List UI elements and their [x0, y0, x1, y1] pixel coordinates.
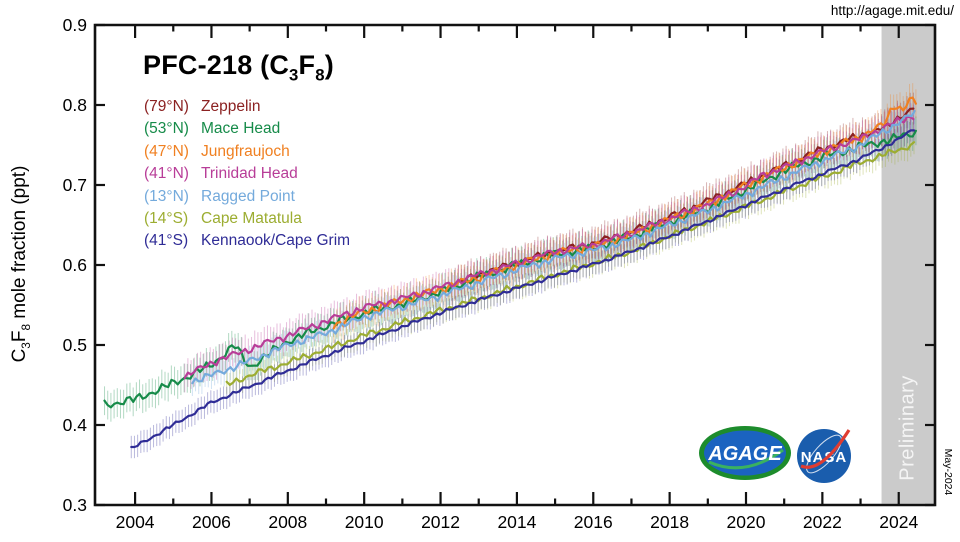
- svg-text:0.6: 0.6: [63, 255, 87, 275]
- agage-logo: AGAGE: [699, 426, 791, 480]
- svg-text:0.9: 0.9: [63, 15, 87, 35]
- legend-latitude: (13°N): [144, 187, 189, 205]
- agage-logo-text: AGAGE: [707, 443, 782, 465]
- svg-text:0.7: 0.7: [63, 175, 87, 195]
- legend: (79°N) Zeppelin (53°N) Mace Head (47°N) Jun…: [144, 96, 350, 253]
- legend-item-cape-matatula: (14°S) Cape Matatula: [144, 208, 350, 230]
- svg-text:2012: 2012: [421, 512, 460, 532]
- title-sub-3: 3: [289, 65, 299, 85]
- axis-ticks: [95, 23, 935, 507]
- svg-text:0.3: 0.3: [63, 495, 87, 515]
- svg-text:2014: 2014: [497, 512, 536, 532]
- legend-station-name: Mace Head: [201, 120, 281, 138]
- ylabel-text: C: [9, 348, 31, 363]
- legend-latitude: (53°N): [144, 120, 189, 138]
- ylabel-text-rest: mole fraction (ppt): [9, 165, 31, 324]
- svg-text:0.4: 0.4: [63, 415, 88, 435]
- series-line-ragged_point: [191, 109, 916, 385]
- legend-item-ragged-point: (13°N) Ragged Point: [144, 186, 350, 208]
- legend-latitude: (79°N): [144, 98, 189, 115]
- svg-text:2004: 2004: [116, 512, 155, 532]
- source-url[interactable]: http://agage.mit.edu/: [830, 3, 954, 18]
- tick-labels: 2004 2006 2008 2010 2012 2014 2016 2018 2020 2022…: [63, 15, 919, 532]
- svg-text:2020: 2020: [727, 512, 766, 532]
- svg-text:2008: 2008: [268, 512, 307, 532]
- nasa-logo: NASA: [797, 429, 851, 483]
- legend-latitude: (14°S): [144, 210, 189, 228]
- preliminary-watermark: Preliminary: [896, 375, 919, 481]
- nasa-logo-text: NASA: [801, 449, 848, 466]
- legend-item-zeppelin: (79°N) Zeppelin: [144, 96, 350, 118]
- series-line-kennaook_cape_grim: [130, 129, 916, 449]
- svg-text:2016: 2016: [574, 512, 613, 532]
- legend-latitude: (47°N): [144, 142, 189, 160]
- legend-latitude: (41°S): [144, 232, 189, 250]
- ylabel-text-f: F: [9, 330, 31, 343]
- date-stamp: May-2024: [942, 448, 954, 496]
- svg-text:2010: 2010: [345, 512, 384, 532]
- legend-item-kennaook-cape-grim: (41°S) Kennaook/Cape Grim: [144, 230, 350, 252]
- title-text: PFC-218 (C: [143, 50, 290, 80]
- ylabel-sub-8: 8: [19, 323, 33, 331]
- title-text-f: F: [298, 50, 316, 80]
- ylabel-sub-3: 3: [19, 342, 33, 349]
- legend-station-name: Trinidad Head: [201, 165, 298, 183]
- title-sub-8: 8: [315, 65, 325, 85]
- legend-station-name: Ragged Point: [201, 187, 295, 205]
- legend-station-name: Cape Matatula: [201, 210, 302, 228]
- legend-station-name: Kennaook/Cape Grim: [201, 232, 351, 250]
- svg-text:0.8: 0.8: [63, 95, 87, 115]
- y-axis-label: C3F8 mole fraction (ppt): [9, 166, 33, 363]
- svg-text:2022: 2022: [803, 512, 842, 532]
- series-line-trinidad_head: [183, 115, 915, 380]
- chart-title: PFC-218 (C3F8): [143, 50, 334, 85]
- svg-text:2006: 2006: [192, 512, 231, 532]
- legend-item-jungfraujoch: (47°N) Jungfraujoch: [144, 141, 350, 163]
- title-text-close: ): [324, 50, 334, 80]
- legend-station-name: Jungfraujoch: [201, 142, 290, 160]
- legend-item-mace-head: (53°N) Mace Head: [144, 118, 350, 140]
- svg-text:0.5: 0.5: [63, 335, 87, 355]
- legend-station-name: Zeppelin: [201, 98, 261, 115]
- legend-item-trinidad-head: (41°N) Trinidad Head: [144, 163, 350, 185]
- logos: AGAGE NASA: [699, 426, 851, 483]
- svg-text:2024: 2024: [879, 512, 918, 532]
- svg-text:2018: 2018: [650, 512, 689, 532]
- legend-latitude: (41°N): [144, 165, 189, 183]
